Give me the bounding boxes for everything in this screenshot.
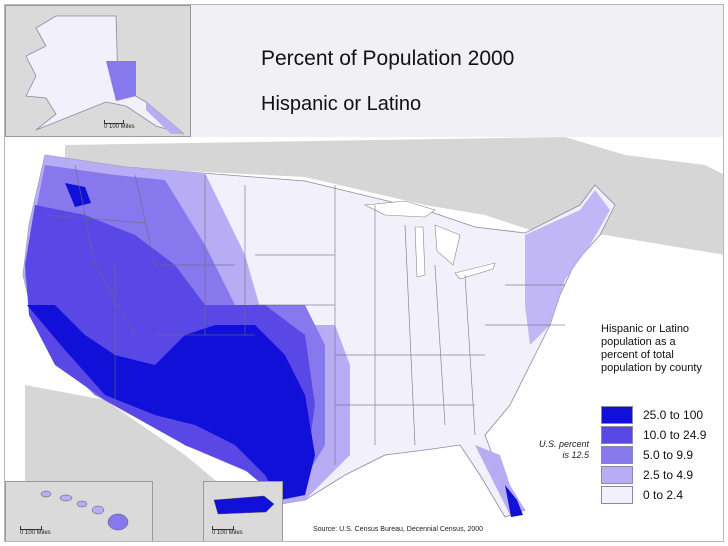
lake-michigan — [414, 226, 426, 278]
hawaii-island-1 — [40, 490, 52, 498]
us-percent-note: U.S. percent is 12.5 — [533, 439, 589, 461]
hawaii-island-4 — [91, 505, 105, 515]
us-percent-line1: U.S. percent — [538, 439, 589, 449]
hawaii-map — [40, 490, 129, 531]
map-subtitle: Hispanic or Latino — [261, 93, 422, 115]
legend-swatch — [601, 446, 633, 464]
legend-row: 25.0 to 100 — [601, 405, 721, 425]
legend-description: Hispanic or Latino population as a perce… — [601, 323, 702, 374]
hawaii-scalebar-label: 0 100 Miles — [20, 530, 51, 536]
hawaii-island-5 — [107, 513, 129, 531]
legend-rows: 25.0 to 100 10.0 to 24.9 5.0 to 9.9 2.5 … — [601, 405, 721, 505]
hawaii-island-3 — [76, 500, 88, 508]
legend-row: 2.5 to 4.9 — [601, 465, 721, 485]
us-percent-line2: is 12.5 — [562, 450, 589, 460]
hawaii-inset: 0 100 Miles — [5, 481, 153, 541]
title-band — [191, 5, 723, 137]
alaska-scalebar-label: 0 100 Miles — [104, 124, 135, 130]
puerto-rico-inset: 0 100 Miles — [203, 481, 283, 541]
legend-row: 5.0 to 9.9 — [601, 445, 721, 465]
alaska-scalebar: 0 100 Miles — [104, 120, 135, 130]
puerto-rico-scalebar-label: 0 100 Miles — [212, 530, 243, 536]
alaska-map — [25, 15, 185, 135]
hawaii-island-2 — [59, 494, 73, 502]
legend-row: 0 to 2.4 — [601, 485, 721, 505]
band-25 — [27, 305, 315, 500]
band-25-ne-florida — [505, 485, 523, 517]
alaska-southeast — [146, 102, 184, 134]
legend-swatch — [601, 466, 633, 484]
legend-label: 0 to 2.4 — [643, 488, 684, 502]
legend-label: 10.0 to 24.9 — [643, 428, 707, 442]
source-note: Source: U.S. Census Bureau, Decennial Ce… — [313, 526, 484, 533]
legend-swatch — [601, 486, 633, 504]
puerto-rico-shape — [213, 495, 275, 515]
puerto-rico-map — [213, 495, 275, 515]
alaska-shape — [25, 15, 185, 135]
map-title: Percent of Population 2000 — [261, 47, 515, 70]
legend: Hispanic or Latino population as a perce… — [601, 323, 711, 504]
lake-huron — [434, 224, 461, 266]
legend-label: 5.0 to 9.9 — [643, 448, 694, 462]
hawaii-scalebar: 0 100 Miles — [20, 526, 51, 536]
lake-superior — [363, 200, 436, 218]
legend-swatch — [601, 426, 633, 444]
alaska-bay — [106, 61, 136, 101]
legend-row: 10.0 to 24.9 — [601, 425, 721, 445]
map-frame: 0 100 Miles 0 100 Miles 0 100 Miles Perc… — [4, 4, 724, 542]
legend-label: 25.0 to 100 — [643, 408, 704, 422]
legend-label: 2.5 to 4.9 — [643, 468, 694, 482]
legend-swatch — [601, 406, 633, 424]
puerto-rico-scalebar: 0 100 Miles — [212, 526, 243, 536]
band-2-5-east — [525, 190, 610, 345]
state-boundaries — [44, 164, 565, 465]
alaska-inset: 0 100 Miles — [5, 5, 191, 137]
band-25-wa — [65, 183, 91, 207]
